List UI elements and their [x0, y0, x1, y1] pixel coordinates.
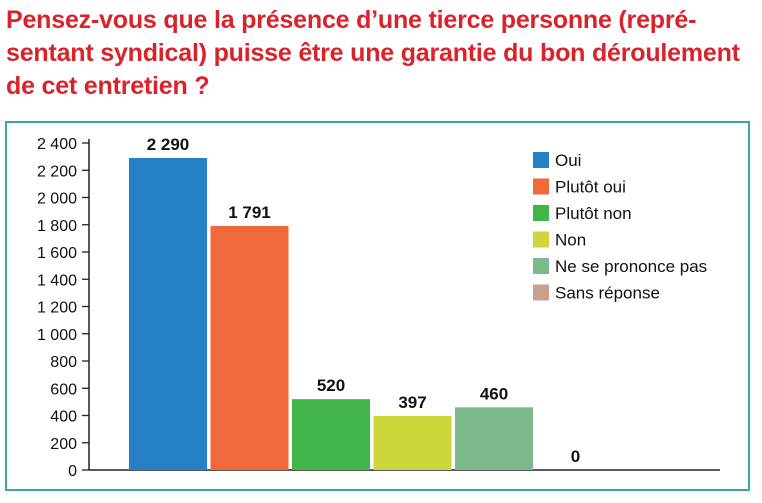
y-tick-label: 2 400 [37, 136, 77, 153]
y-tick-label: 2 200 [37, 163, 77, 180]
y-tick-label: 800 [50, 354, 77, 371]
legend-label: Oui [555, 151, 581, 170]
y-tick-label: 400 [50, 409, 77, 426]
bar-plut-t-non [292, 399, 370, 470]
y-tick-label: 1 200 [37, 300, 77, 317]
bar-value-label: 1 791 [228, 203, 271, 222]
legend-label: Non [555, 231, 586, 250]
legend-swatch [533, 205, 549, 221]
bar-value-label: 520 [317, 376, 345, 395]
bar-value-label: 460 [480, 384, 508, 403]
y-tick-label: 600 [50, 381, 77, 398]
bar-oui [129, 157, 207, 471]
y-tick-label: 2 000 [37, 191, 77, 208]
legend-swatch [533, 231, 549, 248]
y-tick-label: 1 800 [37, 218, 77, 235]
bar-value-label: 0 [571, 447, 580, 466]
question-line-2: sentant syndical) puisse être une garant… [6, 39, 740, 67]
question-title: Pensez-vous que la présence d’une tierce… [6, 4, 756, 103]
question-line-3: de cet entretien ? [6, 72, 210, 100]
bar-value-label: 2 290 [147, 135, 190, 154]
legend-label: Ne se prononce pas [555, 257, 707, 276]
bar-non [373, 415, 452, 470]
y-tick-label: 1 400 [37, 272, 77, 289]
bar-value-label: 397 [398, 393, 426, 412]
y-tick-label: 1 000 [37, 327, 77, 344]
y-tick-label: 0 [68, 463, 77, 480]
legend-label: Plutôt non [555, 204, 632, 223]
legend-label: Plutôt oui [555, 178, 626, 197]
question-line-1: Pensez-vous que la présence d’une tierce… [6, 6, 697, 34]
y-tick-label: 1 600 [37, 245, 77, 262]
legend-swatch [533, 152, 549, 168]
y-tick-label: 200 [50, 436, 77, 453]
legend-label: Sans réponse [555, 284, 660, 303]
bar-plut-t-oui [210, 225, 289, 470]
legend-swatch [533, 258, 549, 274]
bar-ne-se-prononce-pas [455, 407, 533, 470]
legend-swatch [533, 284, 549, 301]
legend-swatch [533, 178, 549, 195]
